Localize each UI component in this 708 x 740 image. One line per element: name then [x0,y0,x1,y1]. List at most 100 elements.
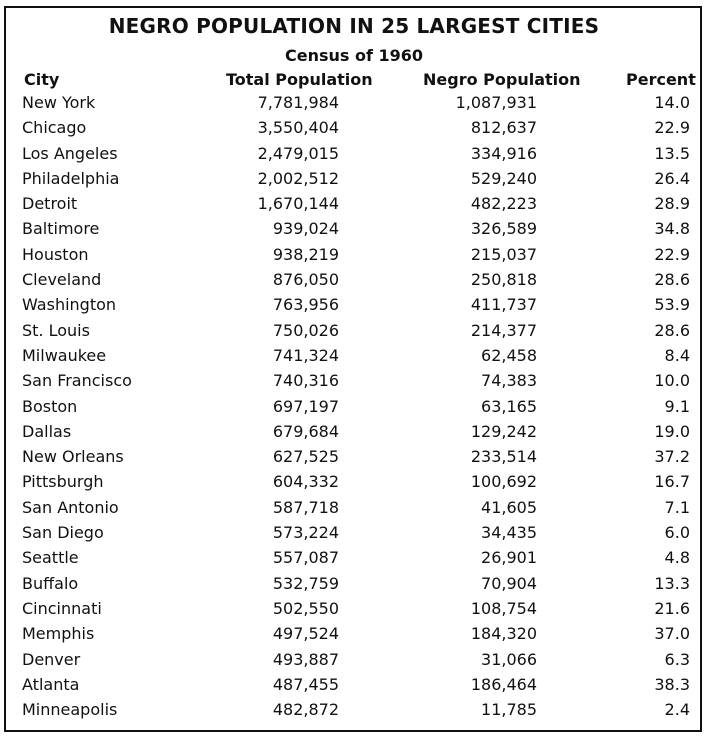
cell-negro-population: 63,165 [481,396,537,416]
cell-city: San Diego [22,523,104,543]
cell-city: Baltimore [22,219,100,239]
cell-negro-population: 250,818 [470,270,537,290]
table-row: Milwaukee 741,324 62,458 8.4 [0,346,708,371]
cell-city: Houston [22,244,89,264]
cell-city: Cincinnati [22,598,102,618]
cell-city: Los Angeles [22,143,118,163]
table-row: Memphis 497,524 184,320 37.0 [0,624,708,649]
cell-total-population: 482,872 [272,700,339,720]
table-row: Cincinnati 502,550 108,754 21.6 [0,599,708,624]
cell-city: Minneapolis [22,700,118,720]
cell-total-population: 7,781,984 [257,93,339,112]
cell-total-population: 487,455 [272,674,339,694]
table-row: Baltimore 939,024 326,589 34.8 [0,219,708,244]
table-row: Los Angeles 2,479,015 334,916 13.5 [0,144,708,169]
cell-percent: 13.5 [654,143,690,163]
cell-percent: 22.9 [654,118,690,138]
table-row: Minneapolis 482,872 11,785 2.4 [0,700,708,725]
cell-negro-population: 411,737 [470,295,537,315]
cell-percent: 28.9 [654,194,690,214]
cell-negro-population: 326,589 [470,219,537,239]
cell-total-population: 557,087 [272,548,339,568]
cell-negro-population: 1,087,931 [455,93,537,112]
cell-total-population: 532,759 [272,573,339,593]
table-row: Denver 493,887 31,066 6.3 [0,650,708,675]
cell-percent: 10.0 [654,371,690,391]
cell-negro-population: 31,066 [481,649,537,669]
cell-total-population: 493,887 [272,649,339,669]
cell-negro-population: 11,785 [481,700,537,720]
cell-total-population: 573,224 [272,523,339,543]
cell-negro-population: 70,904 [481,573,537,593]
cell-total-population: 2,479,015 [257,143,339,163]
cell-negro-population: 74,383 [481,371,537,391]
cell-city: San Francisco [22,371,132,391]
cell-total-population: 497,524 [272,624,339,644]
table-row: San Antonio 587,718 41,605 7.1 [0,498,708,523]
cell-negro-population: 186,464 [470,674,537,694]
column-header-total-population: Total Population [226,70,373,89]
cell-total-population: 627,525 [272,447,339,467]
table-row: San Diego 573,224 34,435 6.0 [0,523,708,548]
table-body: New York 7,781,984 1,087,931 14.0 Chicago 3,5… [0,93,708,725]
cell-percent: 38.3 [654,674,690,694]
cell-total-population: 1,670,144 [257,194,339,214]
table-border [4,6,702,732]
cell-negro-population: 812,637 [470,118,537,138]
cell-negro-population: 108,754 [470,598,537,618]
cell-total-population: 3,550,404 [257,118,339,138]
cell-total-population: 697,197 [272,396,339,416]
cell-negro-population: 26,901 [481,548,537,568]
cell-total-population: 763,956 [272,295,339,315]
cell-total-population: 750,026 [272,320,339,340]
cell-negro-population: 184,320 [470,624,537,644]
cell-percent: 26.4 [654,168,690,188]
table-row: Boston 697,197 63,165 9.1 [0,397,708,422]
cell-city: Memphis [22,624,95,644]
cell-percent: 7.1 [664,497,690,517]
cell-percent: 16.7 [654,472,690,492]
cell-total-population: 2,002,512 [257,168,339,188]
cell-negro-population: 482,223 [470,194,537,214]
cell-percent: 9.1 [664,396,690,416]
cell-total-population: 740,316 [272,371,339,391]
page-subtitle: Census of 1960 [284,46,424,65]
table-row: Cleveland 876,050 250,818 28.6 [0,270,708,295]
cell-total-population: 938,219 [272,244,339,264]
cell-city: San Antonio [22,497,119,517]
cell-negro-population: 334,916 [470,143,537,163]
cell-negro-population: 215,037 [470,244,537,264]
table-row: Washington 763,956 411,737 53.9 [0,295,708,320]
cell-negro-population: 62,458 [481,345,537,365]
cell-negro-population: 129,242 [470,421,537,441]
cell-city: New York [22,93,96,112]
cell-negro-population: 41,605 [481,497,537,517]
table-row: Philadelphia 2,002,512 529,240 26.4 [0,169,708,194]
cell-city: Seattle [22,548,79,568]
cell-percent: 37.2 [654,447,690,467]
table-row: New York 7,781,984 1,087,931 14.0 [0,93,708,118]
cell-total-population: 939,024 [272,219,339,239]
cell-percent: 21.6 [654,598,690,618]
cell-city: Philadelphia [22,168,120,188]
cell-negro-population: 34,435 [481,523,537,543]
table-row: Houston 938,219 215,037 22.9 [0,245,708,270]
column-header-percent: Percent [626,70,696,89]
table-row: Buffalo 532,759 70,904 13.3 [0,574,708,599]
cell-city: Atlanta [22,674,80,694]
cell-total-population: 741,324 [272,345,339,365]
cell-percent: 14.0 [654,93,690,112]
cell-negro-population: 214,377 [470,320,537,340]
cell-city: St. Louis [22,320,90,340]
cell-total-population: 502,550 [272,598,339,618]
table-row: Seattle 557,087 26,901 4.8 [0,548,708,573]
cell-city: Boston [22,396,78,416]
cell-percent: 19.0 [654,421,690,441]
cell-total-population: 604,332 [272,472,339,492]
cell-percent: 2.4 [664,700,690,720]
cell-percent: 8.4 [664,345,690,365]
table-row: Dallas 679,684 129,242 19.0 [0,422,708,447]
cell-city: Pittsburgh [22,472,104,492]
cell-percent: 13.3 [654,573,690,593]
cell-city: Dallas [22,421,72,441]
